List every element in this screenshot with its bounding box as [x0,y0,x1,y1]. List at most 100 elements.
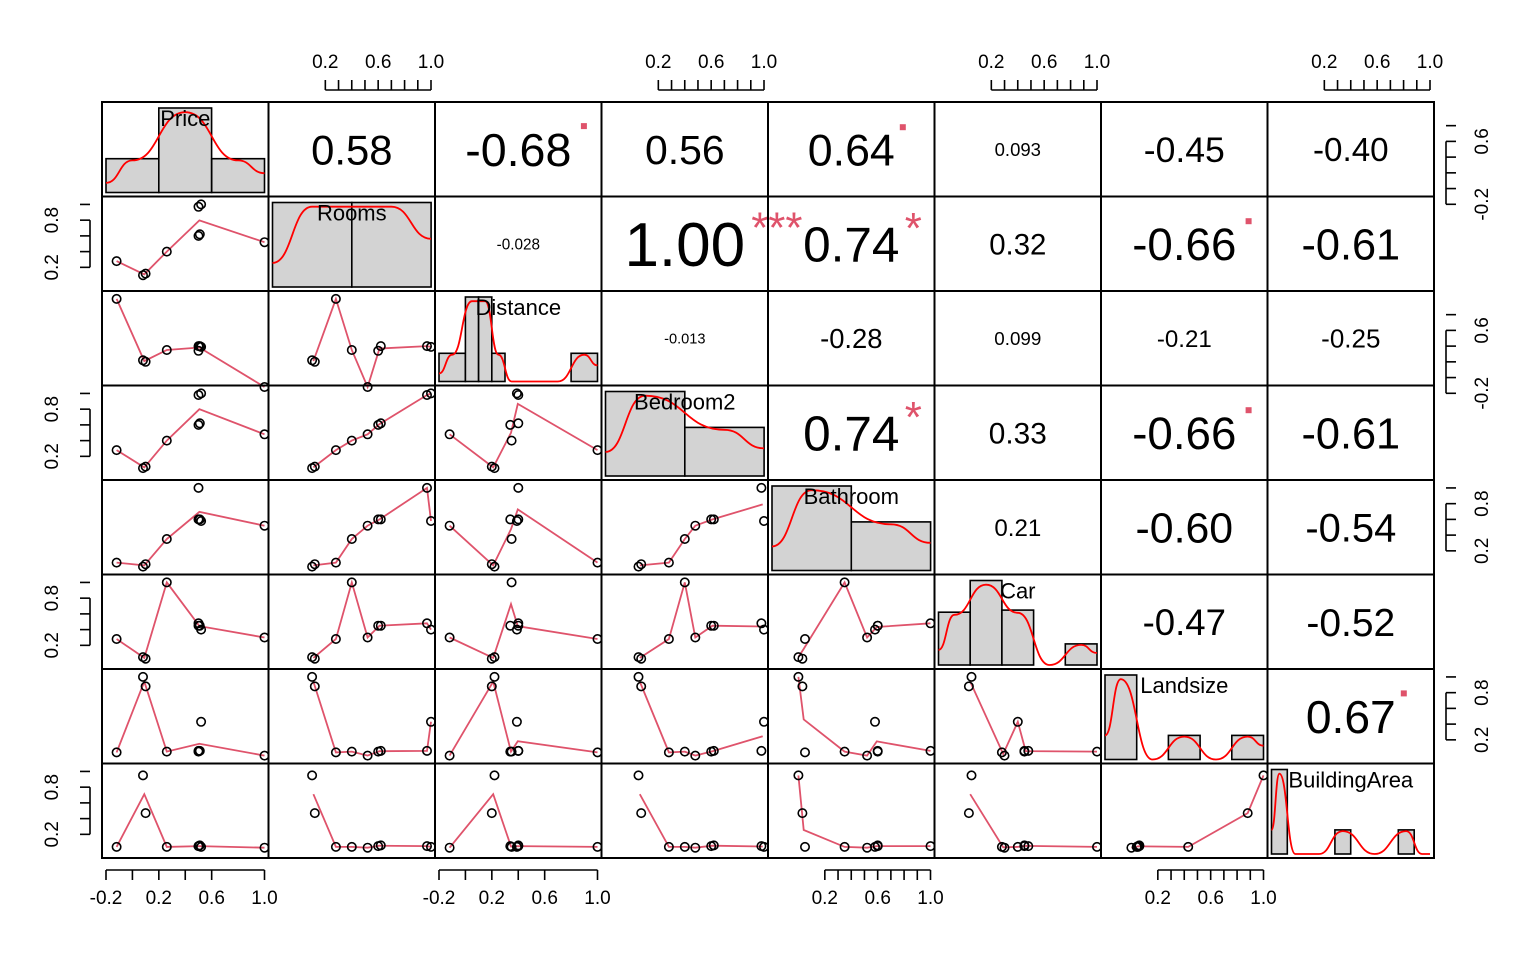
data-point [839,841,850,852]
tick-label: 0.2 [146,888,172,909]
histogram-bar [105,157,160,194]
correlation-value: 0.67 [1306,691,1396,743]
tick-label: -0.2 [423,888,456,909]
data-point [111,633,122,644]
right-axis: 0.2 0.8 [1445,676,1493,753]
panel-frame [600,668,769,765]
data-point [111,256,122,267]
tick-label: 1.0 [1417,52,1443,73]
data-point [196,716,207,727]
tick-label: 0.2 [645,52,671,73]
scatter-panel-Bathroom-vs-Rooms [307,482,436,572]
data-point [421,341,432,352]
scatter-panel-BuildingArea-vs-Distance [444,770,603,853]
correlation-cell-Distance-Bedroom2: -0.013 [664,332,705,348]
data-point [307,671,318,682]
data-point [161,577,172,588]
fit-line [312,296,432,390]
data-point [362,520,373,531]
top-axis: 0.2 0.6 1.0 [1311,52,1443,91]
histogram-BuildingArea: BuildingArea [1270,768,1430,855]
data-point [307,770,318,781]
top-axis: 0.2 0.6 1.0 [645,52,777,91]
tick-label: 0.2 [42,821,63,847]
data-point [138,671,149,682]
tick-label: 0.2 [479,888,505,909]
panel-frame [1266,762,1435,859]
data-point [963,681,974,692]
histogram-Car: Car [937,579,1098,666]
data-point [636,559,647,570]
fit-line [312,681,432,757]
fit-line [797,580,931,658]
data-point [636,653,647,664]
correlation-value: 0.21 [994,515,1041,542]
data-point [793,671,804,682]
data-point [375,745,386,756]
histogram-bar [683,426,765,477]
data-point [999,750,1010,761]
data-point [679,577,690,588]
data-point [193,201,204,212]
data-point [196,388,207,399]
data-point [196,515,207,526]
scatter-panel-BuildingArea-vs-Landsize [1126,770,1269,853]
histogram-bar [271,201,353,288]
tick-label: 1.0 [1250,888,1276,909]
correlation-value: -0.54 [1305,507,1396,551]
correlation-value: -0.45 [1144,130,1225,170]
correlation-cell-Bathroom-BuildingArea: -0.54 [1305,507,1396,551]
data-point [309,653,320,664]
histogram-bar [350,201,432,288]
significance-mark [580,123,587,130]
data-point [1242,808,1253,819]
data-point [489,671,500,682]
data-point [196,624,207,635]
data-point [758,716,769,727]
tick-label: 0.6 [1472,317,1493,343]
data-point [486,653,497,664]
correlation-cell-Rooms-Bathroom: 0.74 * [803,204,922,273]
fit-line [448,792,598,849]
right-axis: -0.2 0.6 [1445,313,1493,410]
panel-frame [434,479,603,576]
data-point [330,557,341,568]
bottom-axis: -0.2 0.2 0.6 1.0 [423,869,611,909]
data-point [194,229,205,240]
tick-label: 0.2 [1145,888,1171,909]
panel-frame [933,762,1102,859]
data-point [362,750,373,761]
panel-frame [101,479,270,576]
top-axis: 0.2 0.6 1.0 [978,52,1110,91]
panel-frame [101,195,270,292]
data-point [196,199,207,210]
panel-frame [767,762,936,859]
panel-frame [267,668,436,765]
fit-line [313,486,432,567]
scatter-panel-Distance-vs-Price [111,293,270,392]
data-point [506,577,517,588]
data-point [309,356,320,367]
fit-line [449,601,598,660]
scatter-panel-Landsize-vs-Distance [444,671,603,761]
data-point [346,841,357,852]
fit-line [116,408,265,469]
data-point [690,632,701,643]
data-point [513,840,524,851]
data-point [1012,716,1023,727]
tick-label: 0.2 [312,52,338,73]
tick-label: 1.0 [1084,52,1110,73]
correlation-value: -0.52 [1306,602,1395,645]
scatter-panel-Car-vs-Bathroom [793,577,936,664]
correlation-value: -0.28 [820,323,882,354]
tick-label: 1.0 [917,888,943,909]
data-point [111,293,122,304]
data-point [161,533,172,544]
data-point [140,653,151,664]
tick-label: 0.6 [1197,888,1223,909]
data-point [663,747,674,758]
fit-line [969,681,1098,757]
data-point [708,620,719,631]
fit-line [115,678,265,757]
data-point [486,681,497,692]
